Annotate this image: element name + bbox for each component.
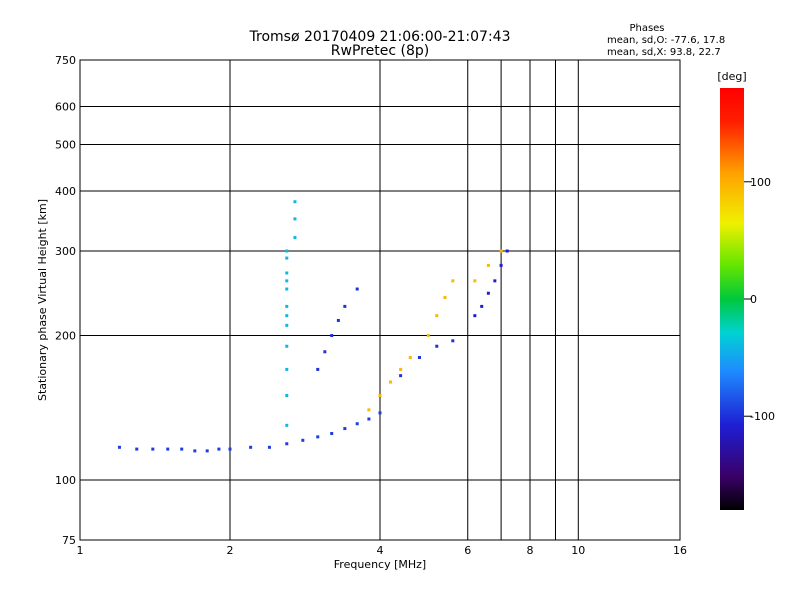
data-point: [293, 236, 297, 240]
x-axis-label: Frequency [MHz]: [334, 558, 426, 571]
data-point: [480, 304, 484, 308]
data-point: [426, 334, 430, 338]
x-tick-label: 6: [464, 544, 471, 557]
x-tick-label: 1: [77, 544, 84, 557]
data-point: [435, 344, 439, 348]
data-point: [217, 447, 221, 451]
colorbar-tick-label: 0: [750, 293, 757, 306]
data-point: [505, 249, 509, 253]
phases-x-stats: mean, sd,X: 93.8, 22.7: [607, 47, 721, 58]
data-point: [285, 323, 289, 327]
colorbar-tick-label: 100: [750, 176, 771, 189]
data-point: [486, 291, 490, 295]
axis-ticks: 1 2 4 6 8 10 16 75 100 200 300 400 500 600 750: [55, 54, 687, 557]
y-tick-label: 750: [55, 54, 76, 67]
data-point: [443, 296, 447, 300]
data-point: [166, 447, 170, 451]
data-point: [301, 438, 305, 442]
data-point: [451, 279, 455, 283]
data-point: [336, 318, 340, 322]
y-tick-label: 100: [55, 474, 76, 487]
data-point: [378, 394, 382, 398]
data-point: [355, 287, 359, 291]
data-point: [389, 380, 393, 384]
data-point: [355, 422, 359, 426]
data-point: [451, 339, 455, 343]
phases-o-stats: mean, sd,O: -77.6, 17.8: [607, 35, 725, 46]
data-point: [135, 447, 139, 451]
scatter-points: [117, 200, 509, 453]
colorbar-label: [deg]: [717, 70, 746, 83]
data-point: [367, 408, 371, 412]
y-axis-label: Stationary phase Virtual Height [km]: [36, 199, 49, 401]
y-tick-label: 600: [55, 101, 76, 114]
colorbar-tick-label: -100: [750, 410, 775, 423]
data-point: [493, 279, 497, 283]
data-point: [499, 249, 503, 253]
data-point: [316, 367, 320, 371]
data-point: [180, 447, 184, 451]
data-point: [408, 355, 412, 359]
x-tick-label: 8: [527, 544, 534, 557]
data-point: [267, 445, 271, 449]
y-tick-label: 75: [62, 534, 76, 547]
data-point: [367, 417, 371, 421]
y-tick-label: 500: [55, 139, 76, 152]
data-point: [228, 447, 232, 451]
x-tick-label: 16: [673, 544, 687, 557]
chart-title: Tromsø 20170409 21:06:00-21:07:43: [249, 29, 511, 45]
colorbar: [720, 88, 744, 510]
colorbar-ticks: 100 0 -100: [744, 176, 775, 423]
chart-subtitle: RwPretec (8p): [331, 43, 429, 59]
data-point: [285, 344, 289, 348]
data-point: [435, 314, 439, 318]
data-point: [473, 314, 477, 318]
data-point: [285, 367, 289, 371]
data-point: [285, 279, 289, 283]
data-point: [343, 427, 347, 431]
data-point: [205, 449, 209, 453]
data-point: [285, 314, 289, 318]
data-point: [293, 200, 297, 204]
data-point: [330, 334, 334, 338]
data-point: [399, 367, 403, 371]
grid-lines: [80, 60, 680, 540]
data-point: [285, 442, 289, 446]
data-point: [285, 394, 289, 398]
data-point: [330, 432, 334, 436]
data-point: [285, 256, 289, 260]
y-tick-label: 400: [55, 185, 76, 198]
data-point: [285, 304, 289, 308]
data-point: [285, 423, 289, 427]
data-point: [193, 449, 197, 453]
data-point: [151, 447, 155, 451]
data-point: [285, 271, 289, 275]
data-point: [499, 263, 503, 267]
data-point: [473, 279, 477, 283]
data-point: [249, 445, 253, 449]
x-tick-label: 10: [571, 544, 585, 557]
data-point: [378, 411, 382, 415]
data-point: [399, 374, 403, 378]
data-point: [316, 435, 320, 439]
data-point: [343, 304, 347, 308]
data-point: [117, 445, 121, 449]
x-tick-label: 4: [377, 544, 384, 557]
y-tick-label: 200: [55, 330, 76, 343]
y-tick-label: 300: [55, 245, 76, 258]
data-point: [417, 355, 421, 359]
data-point: [285, 249, 289, 253]
data-point: [293, 217, 297, 221]
phases-heading: Phases: [629, 23, 664, 34]
data-point: [486, 263, 490, 267]
data-point: [285, 287, 289, 291]
data-point: [323, 350, 327, 354]
x-tick-label: 2: [227, 544, 234, 557]
